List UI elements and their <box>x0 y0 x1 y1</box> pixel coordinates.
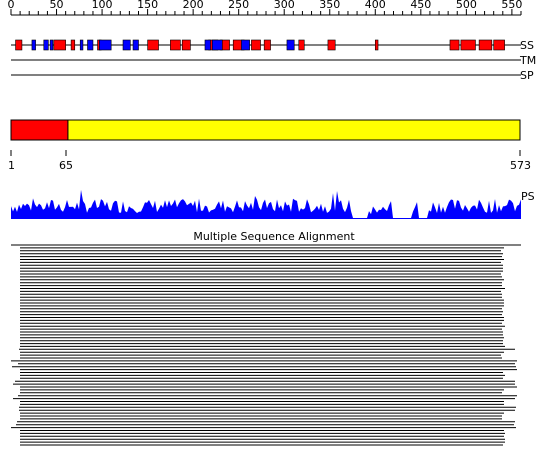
domain-position-marks <box>10 150 521 156</box>
domain-label-start: 1 <box>8 159 15 172</box>
ss-strand <box>43 39 49 51</box>
domain-segment <box>67 119 521 141</box>
ss-helix <box>170 39 181 51</box>
ss-strand <box>122 39 131 51</box>
tm-track-label: TM <box>519 54 536 67</box>
ss-helix <box>449 39 460 51</box>
ss-strand <box>31 39 36 51</box>
ss-strand <box>241 39 250 51</box>
ss-helix <box>493 39 505 51</box>
ss-helix <box>70 39 76 51</box>
ss-helix <box>147 39 159 51</box>
ss-helix <box>460 39 476 51</box>
ss-helix <box>15 39 23 51</box>
ss-strand <box>211 39 223 51</box>
ruler-minor-ticks <box>10 9 522 15</box>
ss-helix <box>53 39 66 51</box>
domain-segment <box>10 119 69 141</box>
ss-strand <box>204 39 211 51</box>
ruler-tick-label: 500 <box>456 0 477 11</box>
ss-strand <box>87 39 94 51</box>
ruler-tick-labels: 0 50 100 150 200 250 300 350 400 450 500 550 <box>8 0 523 11</box>
ruler-tick-label: 0 <box>8 0 15 11</box>
ruler-tick-label: 250 <box>228 0 249 11</box>
signal-peptide-track: SP <box>11 69 534 82</box>
ruler-tick-label: 200 <box>183 0 204 11</box>
ss-strand <box>286 39 295 51</box>
ss-helix <box>263 39 271 51</box>
ruler-tick-label: 550 <box>501 0 522 11</box>
domain-label-boundary: 65 <box>59 159 73 172</box>
position-ruler: 0 50 100 150 200 250 300 350 400 450 500 550 <box>8 0 523 16</box>
ss-helix <box>298 39 305 51</box>
ss-helix <box>374 39 379 51</box>
conservation-profile-track: PS <box>11 189 535 219</box>
ss-helix <box>327 39 336 51</box>
ruler-tick-label: 150 <box>137 0 158 11</box>
ss-helix <box>181 39 191 51</box>
ss-elements <box>15 39 505 51</box>
ss-track-label: SS <box>520 39 534 52</box>
ss-strand <box>79 39 84 51</box>
conservation-profile-area <box>11 189 521 219</box>
ruler-tick-label: 400 <box>365 0 386 11</box>
sp-track-label: SP <box>520 69 534 82</box>
domain-track: 1 65 573 <box>8 119 531 172</box>
secondary-structure-track: SS <box>11 39 534 52</box>
msa-rows <box>11 244 521 446</box>
ss-strand <box>99 39 112 51</box>
ps-track-label: PS <box>521 190 535 203</box>
ss-strand <box>49 39 54 51</box>
ss-helix <box>478 39 493 51</box>
ruler-tick-label: 300 <box>274 0 295 11</box>
ruler-tick-label: 450 <box>410 0 431 11</box>
msa-panel: Multiple Sequence Alignment <box>11 230 521 446</box>
ruler-tick-label: 100 <box>92 0 113 11</box>
ss-helix <box>251 39 261 51</box>
ruler-tick-label: 50 <box>50 0 64 11</box>
transmembrane-track: TM <box>11 54 536 67</box>
msa-title: Multiple Sequence Alignment <box>193 230 355 243</box>
domain-segments <box>10 119 521 141</box>
domain-label-end: 573 <box>510 159 531 172</box>
ss-strand <box>132 39 139 51</box>
ruler-tick-label: 350 <box>319 0 340 11</box>
